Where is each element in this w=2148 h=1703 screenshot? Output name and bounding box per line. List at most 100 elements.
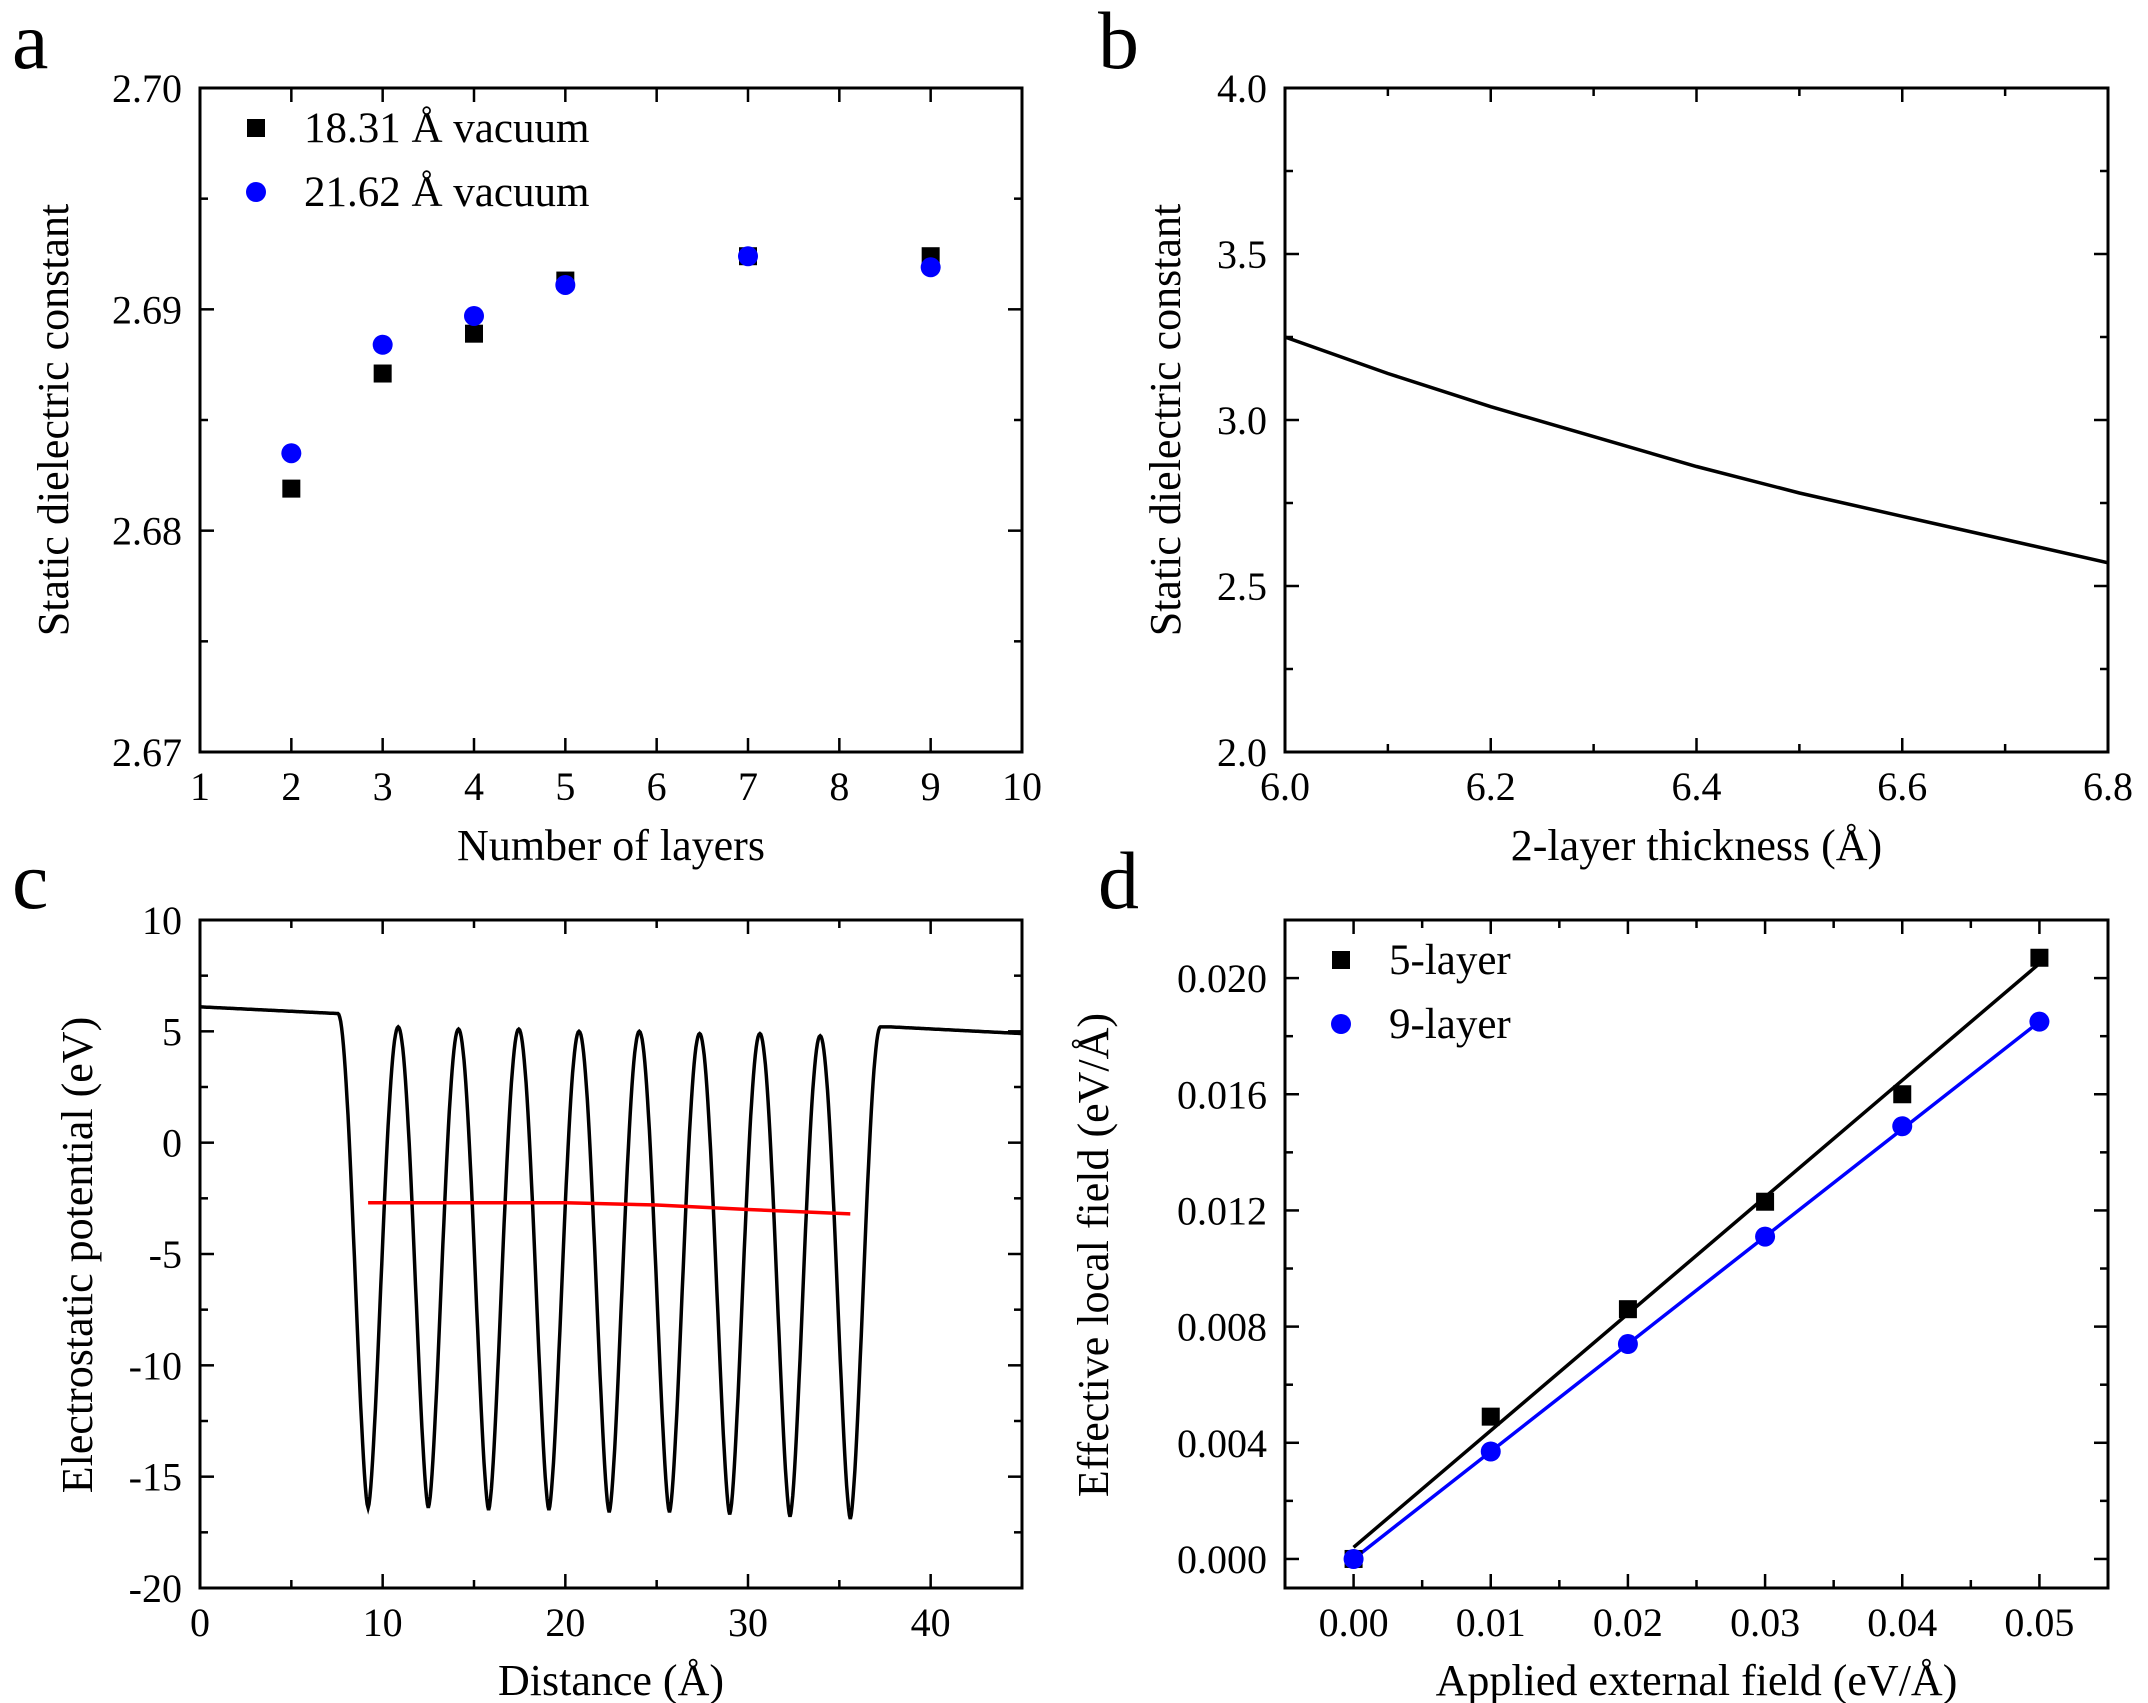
data-point-square [1756, 1192, 1775, 1211]
x-tick-label: 6.2 [1466, 764, 1516, 809]
data-point-circle [464, 305, 484, 326]
x-tick-label: 2 [281, 764, 301, 809]
x-tick-label: 10 [363, 1600, 403, 1645]
legend-marker-circle [246, 182, 266, 202]
x-tick-label: 7 [738, 764, 758, 809]
y-axis-label: Static dielectric constant [29, 204, 78, 637]
panel-letter-a: a [12, 0, 48, 86]
legend-label: 9-layer [1389, 1001, 1511, 1048]
y-tick-label: 2.67 [112, 730, 182, 775]
average-potential-line [368, 1201, 851, 1216]
legend-marker-square [247, 119, 265, 137]
y-tick-label: -20 [129, 1566, 182, 1611]
y-tick-label: 10 [142, 898, 182, 943]
plot-frame [1283, 86, 2110, 754]
data-point-circle [738, 246, 758, 267]
y-tick-label: 2.70 [112, 66, 182, 111]
y-tick-label: 2.0 [1217, 730, 1267, 775]
x-axis-label: Number of layers [457, 821, 765, 870]
y-tick-label: 0.012 [1177, 1188, 1267, 1233]
x-tick-label: 6.8 [2083, 764, 2133, 809]
y-tick-label: -5 [149, 1232, 182, 1277]
x-tick-label: 9 [921, 764, 941, 809]
y-tick-label: 3.0 [1217, 398, 1267, 443]
data-point-square [465, 324, 483, 343]
y-tick-label: 0 [162, 1121, 182, 1166]
panel-letter-b: b [1098, 0, 1139, 86]
x-tick-label: 20 [545, 1600, 585, 1645]
panel-letter-c: c [12, 835, 48, 926]
y-tick-label: -15 [129, 1455, 182, 1500]
y-tick-label: 3.5 [1217, 232, 1267, 277]
data-point-circle [555, 274, 576, 295]
data-point-circle [2029, 1011, 2050, 1032]
x-tick-label: 0 [190, 1600, 210, 1645]
y-tick-label: 0.000 [1177, 1537, 1267, 1582]
plot-area [1285, 335, 2108, 565]
y-tick-label: 0.020 [1177, 956, 1267, 1001]
y-tick-label: 5 [162, 1009, 182, 1054]
x-tick-label: 0.00 [1319, 1600, 1389, 1645]
y-axis-label: Electrostatic potential (eV) [53, 1017, 102, 1493]
fit-line-5-layer [1352, 962, 2041, 1549]
x-tick-label: 0.03 [1730, 1600, 1800, 1645]
data-point-circle [1480, 1441, 1501, 1462]
panel-b: b 6.0 6.2 6.4 6.6 6.8 2.0 2.5 3.0 3.5 4.0 2-layer t… [1098, 0, 2133, 870]
data-point-square [1618, 1300, 1637, 1319]
x-tick-label: 0.05 [2004, 1600, 2074, 1645]
legend-marker-square [1332, 951, 1350, 969]
x-tick-label: 6 [647, 764, 667, 809]
panel-c: c 0 10 20 30 40 -20 -15 -10 -5 0 5 10 Distance (Å) Ele… [12, 835, 1024, 1703]
x-tick-label: 40 [911, 1600, 951, 1645]
y-axis-label: Effective local field (eV/Å) [1069, 1013, 1118, 1497]
x-tick-label: 8 [829, 764, 849, 809]
x-tick-label: 6.0 [1260, 764, 1310, 809]
y-tick-label: -10 [129, 1343, 182, 1388]
x-tick-label: 5 [555, 764, 575, 809]
x-tick-label: 6.4 [1672, 764, 1722, 809]
panel-a: a 1 2 3 4 5 6 7 8 9 10 2.67 2.68 2.69 2.70 Number of la… [12, 0, 1042, 870]
data-point-circle [1892, 1116, 1913, 1137]
y-tick-label: 0.016 [1177, 1072, 1267, 1117]
potential-curve [200, 1005, 1022, 1520]
data-point-circle [372, 334, 393, 355]
data-point-square [2030, 948, 2049, 967]
plot-area [1343, 948, 2050, 1569]
y-tick-label: 4.0 [1217, 66, 1267, 111]
y-tick-label: 2.5 [1217, 564, 1267, 609]
x-tick-label: 4 [464, 764, 484, 809]
panel-letter-d: d [1098, 835, 1139, 926]
panel-d: d 0.00 0.01 0.02 0.03 0.04 0.05 0.000 0.004 0.008… [1069, 835, 2110, 1703]
data-point-circle [920, 257, 941, 278]
data-point-circle [281, 443, 302, 464]
data-point-square [1893, 1085, 1912, 1104]
x-tick-label: 6.6 [1877, 764, 1927, 809]
legend-label: 21.62 Å vacuum [304, 169, 589, 216]
x-tick-label: 0.04 [1867, 1600, 1937, 1645]
y-tick-label: 2.68 [112, 509, 182, 554]
fit-line-9-layer [1352, 1020, 2041, 1561]
legend-label: 18.31 Å vacuum [304, 105, 589, 152]
x-tick-label: 3 [373, 764, 393, 809]
plot-area [281, 246, 941, 498]
x-tick-label: 0.02 [1593, 1600, 1663, 1645]
plot-area [200, 1005, 1022, 1520]
data-point-square [282, 479, 301, 498]
x-tick-label: 30 [728, 1600, 768, 1645]
data-point-circle [1755, 1226, 1776, 1247]
data-point-square [1481, 1407, 1500, 1426]
data-point-circle [1343, 1548, 1364, 1569]
y-tick-label: 2.69 [112, 287, 182, 332]
data-point-circle [1617, 1334, 1638, 1355]
y-tick-label: 0.008 [1177, 1305, 1267, 1350]
x-axis-label: Applied external field (eV/Å) [1436, 1656, 1958, 1703]
y-axis-label: Static dielectric constant [1141, 204, 1190, 637]
y-tick-label: 0.004 [1177, 1421, 1267, 1466]
series-line [1285, 335, 2108, 565]
x-axis-label: 2-layer thickness (Å) [1511, 821, 1882, 870]
x-tick-label: 10 [1002, 764, 1042, 809]
x-tick-label: 1 [190, 764, 210, 809]
data-point-square [373, 364, 392, 383]
legend-marker-circle [1331, 1014, 1351, 1034]
